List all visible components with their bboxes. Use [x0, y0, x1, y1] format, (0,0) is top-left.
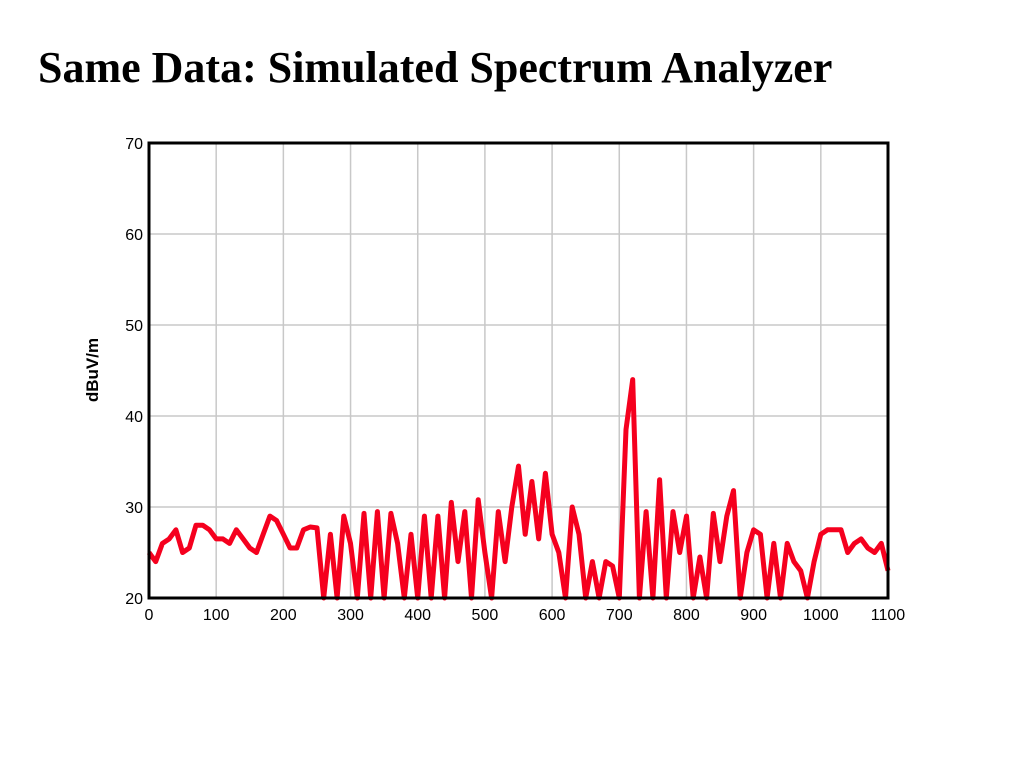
x-tick-label: 700	[606, 607, 633, 624]
y-tick-label: 70	[125, 136, 143, 153]
plot	[146, 377, 891, 601]
x-tick-label: 1100	[871, 607, 906, 624]
x-tick-label: 1000	[803, 607, 839, 624]
spectrum-line	[146, 377, 891, 601]
x-tick-label: 200	[270, 607, 297, 624]
x-tick-label: 300	[337, 607, 364, 624]
x-tick-label: 0	[145, 607, 154, 624]
y-tick-label: 50	[125, 318, 143, 335]
y-tick-label: 20	[125, 591, 143, 608]
x-tick-label: 100	[203, 607, 230, 624]
y-tick-label: 60	[125, 227, 143, 244]
y-tick-label: 30	[125, 500, 143, 517]
x-tick-label: 600	[539, 607, 566, 624]
x-tick-label: 800	[673, 607, 700, 624]
x-tick-label: 400	[404, 607, 431, 624]
plot-border	[147, 141, 890, 600]
grid	[148, 142, 889, 599]
y-tick-label: 40	[125, 409, 143, 426]
x-tick-label: 900	[740, 607, 767, 624]
y-axis-label: dBuV/m	[83, 338, 102, 402]
slide-title: Same Data: Simulated Spectrum Analyzer	[38, 43, 832, 92]
x-tick-label: 500	[472, 607, 499, 624]
